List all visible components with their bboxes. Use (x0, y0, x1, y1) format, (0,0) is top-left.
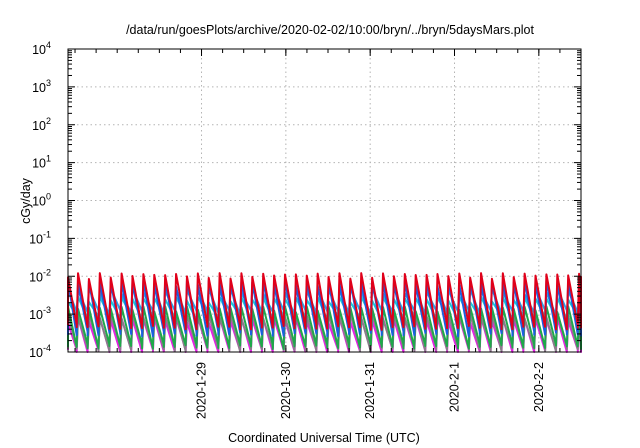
x-tick-label: 2020-1-30 (279, 362, 293, 419)
y-tick-label: 103 (32, 78, 51, 95)
tick-labels: 10-4 10-3 10-2 10-1 100 101 102 103 104 2020-1-29… (29, 40, 546, 419)
x-tick-label: 2020-2-1 (448, 362, 462, 412)
y-tick-label: 10-3 (29, 305, 51, 322)
axis-ticks (68, 48, 582, 353)
x-axis-label: Coordinated Universal Time (UTC) (228, 431, 420, 445)
data-series (67, 272, 582, 353)
series-line (67, 272, 582, 331)
y-tick-label: 102 (32, 116, 51, 133)
x-tick-label: 2020-2-2 (532, 362, 546, 412)
y-tick-label: 101 (32, 154, 51, 171)
y-axis-label: cGy/day (19, 177, 33, 224)
y-tick-label: 104 (32, 40, 51, 57)
y-tick-label: 10-1 (29, 229, 51, 246)
x-tick-label: 2020-1-29 (195, 362, 209, 419)
y-tick-label: 10-2 (29, 267, 51, 284)
plot-frame (67, 48, 582, 353)
y-tick-label: 10-4 (29, 343, 51, 360)
y-tick-label: 100 (32, 192, 51, 209)
x-tick-label: 2020-1-31 (363, 362, 377, 419)
chart-title: /data/run/goesPlots/archive/2020-02-02/1… (126, 23, 534, 37)
